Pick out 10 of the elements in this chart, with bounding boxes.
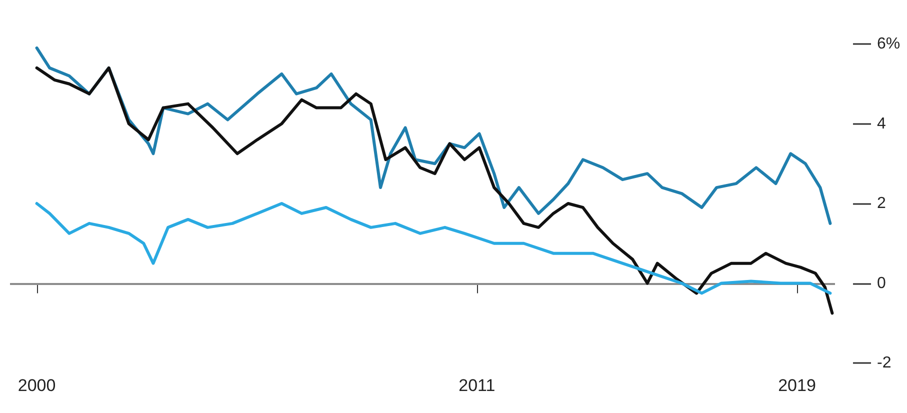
line-series bbox=[35, 66, 834, 315]
x-tick-label: 2000 bbox=[18, 376, 56, 395]
x-tick-label: 2019 bbox=[778, 376, 816, 395]
y-tick-label: 0 bbox=[877, 274, 886, 292]
y-tick-label: -2 bbox=[877, 354, 892, 372]
x-tick-label: 2011 bbox=[458, 376, 496, 395]
y-tick-label: 4 bbox=[877, 115, 886, 132]
y-tick-label: 6% bbox=[877, 36, 900, 52]
line-series bbox=[35, 202, 832, 295]
y-tick-label: 2 bbox=[877, 195, 886, 212]
